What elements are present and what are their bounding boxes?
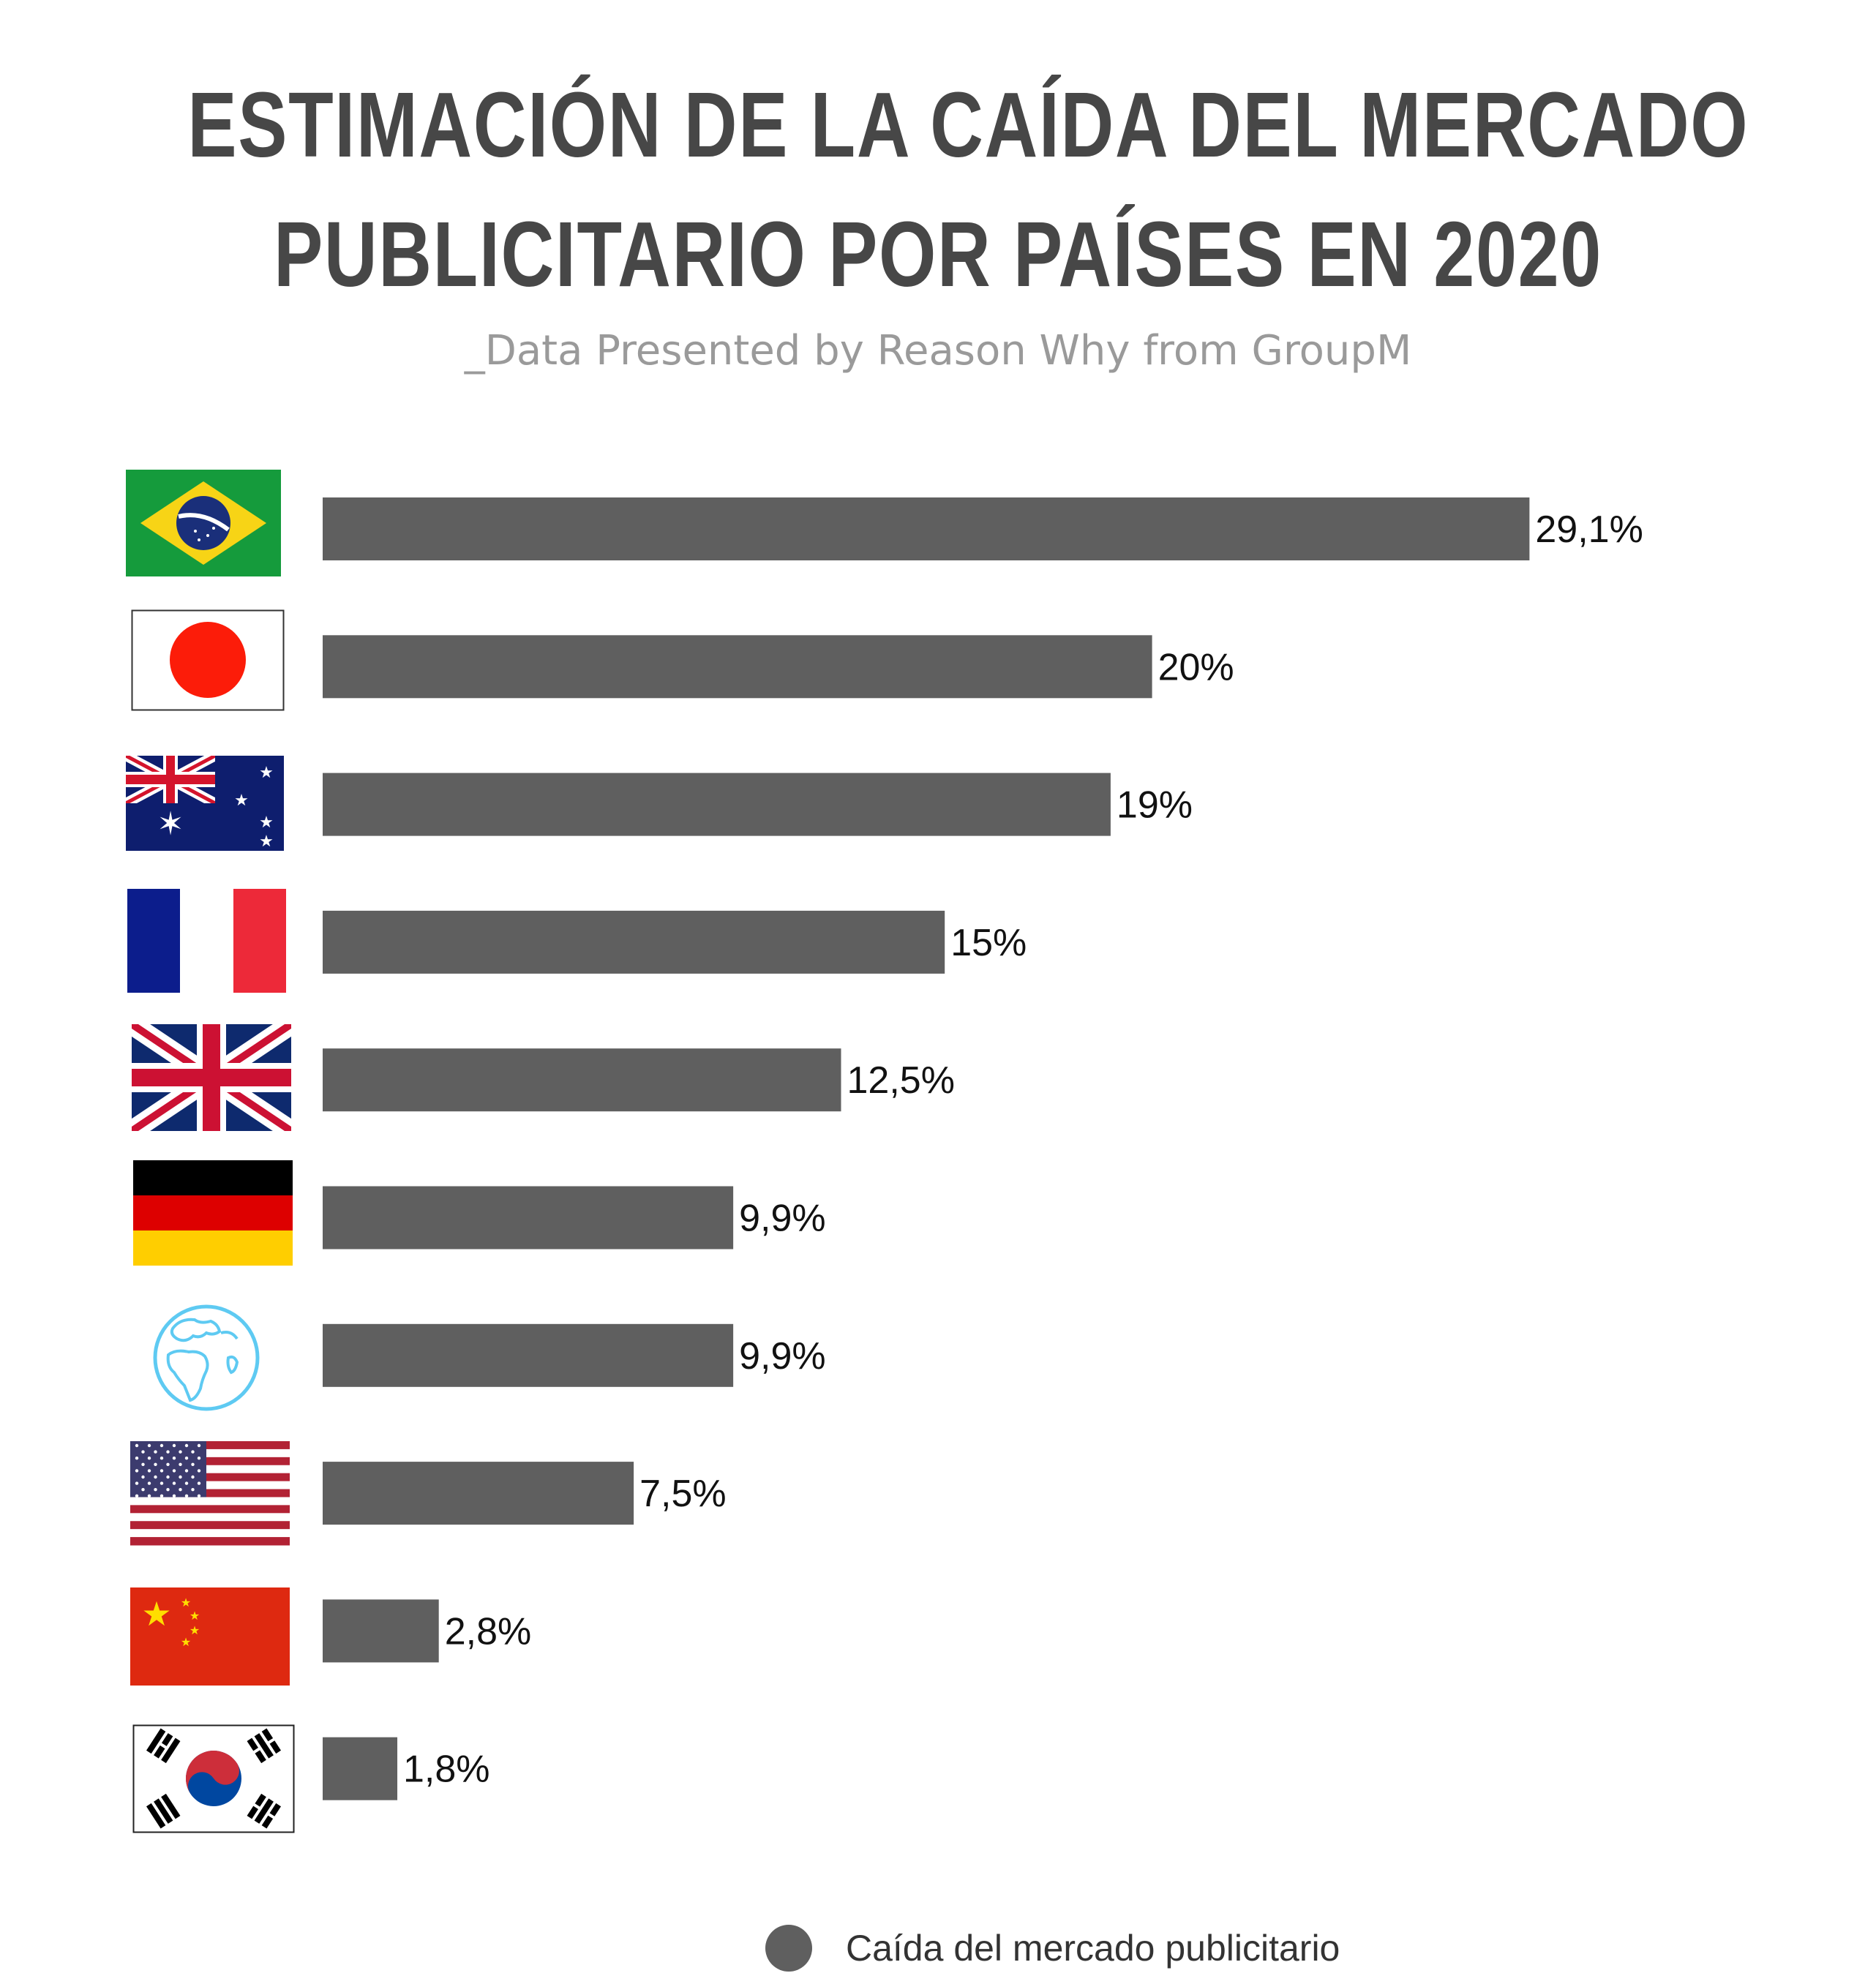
svg-text:✶: ✶ <box>157 805 184 843</box>
data-label-france-flag: 15% <box>950 922 1027 964</box>
brazil-flag-icon <box>126 470 281 576</box>
legend-label: Caída del mercado publicitario <box>846 1928 1340 1969</box>
australia-flag-icon: ✶ ★ ★ ★ ★ <box>126 756 284 851</box>
globe-icon <box>153 1304 260 1411</box>
bar-australia-flag <box>323 773 1111 836</box>
south-korea-flag-icon <box>132 1724 295 1833</box>
svg-text:★: ★ <box>190 1623 200 1637</box>
usa-flag-icon <box>130 1441 290 1546</box>
japan-flag-icon <box>131 609 285 711</box>
bar-globe-icon <box>323 1323 734 1387</box>
svg-text:★: ★ <box>259 813 274 832</box>
svg-text:★: ★ <box>181 1596 191 1609</box>
data-label-uk-flag: 12,5% <box>847 1059 955 1102</box>
bar-france-flag <box>323 910 945 974</box>
data-label-usa-flag: 7,5% <box>639 1473 727 1515</box>
data-label-brazil-flag: 29,1% <box>1535 508 1643 551</box>
bar-brazil-flag <box>323 497 1530 560</box>
chart-subtitle: _Data Presented by Reason Why from Group… <box>464 327 1412 375</box>
chart-title-line-1: ESTIMACIÓN DE LA CAÍDA DEL MERCADO <box>187 73 1749 176</box>
data-label-australia-flag: 19% <box>1117 784 1193 827</box>
data-label-globe-icon: 9,9% <box>739 1335 826 1378</box>
data-label-japan-flag: 20% <box>1158 646 1234 688</box>
svg-text:★: ★ <box>234 792 249 810</box>
bar-usa-flag <box>323 1462 634 1525</box>
bar-japan-flag <box>323 635 1152 699</box>
svg-text:★: ★ <box>181 1635 191 1649</box>
data-label-south-korea-flag: 1,8% <box>403 1748 490 1791</box>
chart-title-line-2: PUBLICITARIO POR PAÍSES EN 2020 <box>274 203 1602 306</box>
france-flag-icon <box>127 889 286 993</box>
svg-text:★: ★ <box>190 1609 200 1623</box>
bar-germany-flag <box>323 1186 734 1250</box>
svg-text:★: ★ <box>259 833 274 851</box>
data-label-china-flag: 2,8% <box>445 1610 532 1653</box>
bar-china-flag <box>323 1599 439 1663</box>
uk-flag-icon <box>132 1024 291 1131</box>
bar-south-korea-flag <box>323 1737 398 1800</box>
svg-text:★: ★ <box>259 764 274 782</box>
legend: Caída del mercado publicitario <box>765 1923 1340 1974</box>
china-flag-icon: ★ ★ ★ ★ ★ <box>130 1587 290 1686</box>
germany-flag-icon <box>133 1160 293 1266</box>
data-label-germany-flag: 9,9% <box>739 1198 826 1240</box>
bar-uk-flag <box>323 1048 841 1112</box>
svg-text:★: ★ <box>141 1594 171 1634</box>
legend-swatch <box>765 1925 812 1972</box>
bars-layer: 29,1% 20% 19% 15% 12,5% 9,9% 9,9% 7,5% 2,8% 1,8% <box>323 497 1643 1800</box>
